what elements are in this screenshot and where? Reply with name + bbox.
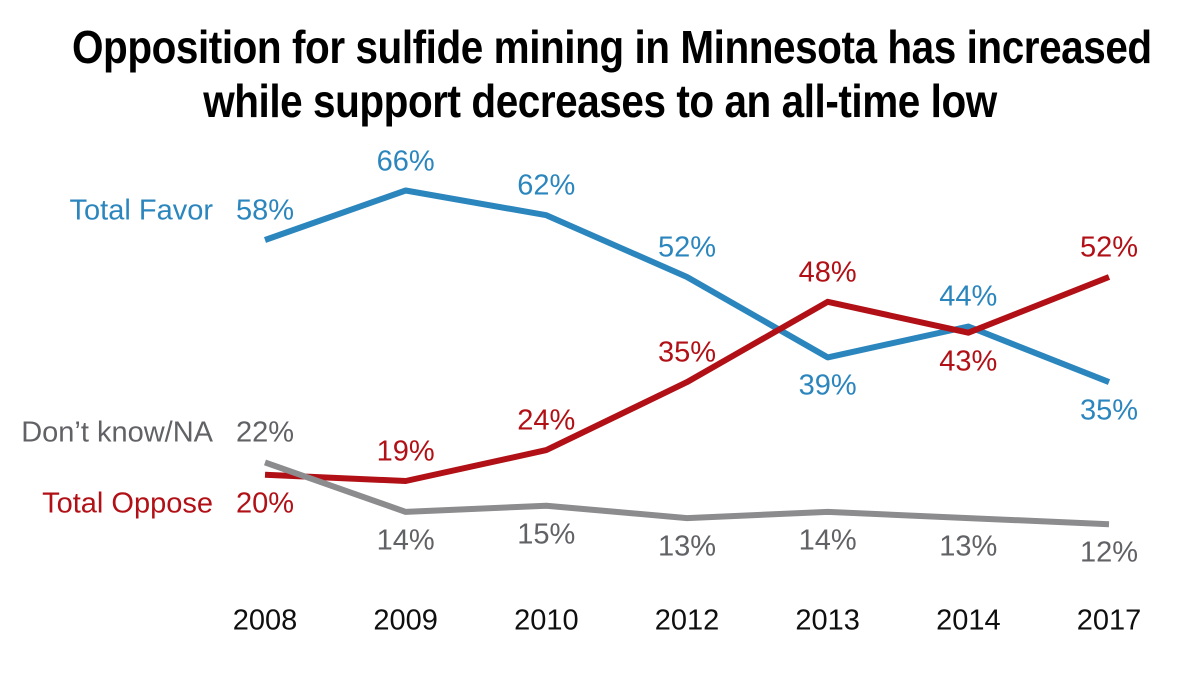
data-label-dontknow-2012: 13% (657, 530, 717, 563)
data-label-favor-2013: 39% (798, 369, 857, 402)
chart-title: Opposition for sulfide mining in Minneso… (72, 20, 1152, 128)
data-label-dontknow-2014: 13% (939, 530, 998, 563)
data-label-favor-2012: 52% (657, 231, 717, 264)
x-axis-label-2014: 2014 (936, 604, 1001, 637)
chart-title-line1: Opposition for sulfide mining in Minneso… (72, 21, 1152, 73)
data-label-oppose-2013: 48% (798, 256, 857, 289)
data-label-oppose-2017: 52% (1079, 231, 1139, 264)
data-label-favor-2014: 44% (939, 280, 998, 313)
data-label-favor-2008: 58% (235, 194, 295, 227)
series-line-favor (264, 187, 1111, 385)
data-label-favor-2010: 62% (517, 169, 576, 202)
chart-title-line2: while support decreases to an all-time l… (203, 75, 997, 127)
series-label-favor: Total Favor (69, 194, 213, 227)
x-axis-label-2013: 2013 (795, 604, 860, 637)
data-label-dontknow-2010: 15% (517, 518, 576, 551)
data-label-dontknow-2008: 22% (235, 416, 295, 449)
x-axis-label-2009: 2009 (373, 604, 438, 637)
data-label-oppose-2009: 19% (376, 435, 435, 468)
data-label-oppose-2014: 43% (939, 345, 998, 378)
series-line-dontknow (264, 459, 1110, 528)
data-label-oppose-2012: 35% (657, 336, 717, 369)
data-label-dontknow-2013: 14% (798, 524, 857, 557)
data-label-favor-2009: 66% (376, 145, 435, 178)
series-label-dontknow: Don’t know/NA (21, 416, 213, 449)
data-label-dontknow-2017: 12% (1079, 536, 1139, 569)
series-label-oppose: Total Oppose (42, 487, 213, 520)
x-axis-label-2017: 2017 (1076, 604, 1142, 637)
x-axis-label-2010: 2010 (514, 604, 579, 637)
data-label-oppose-2010: 24% (517, 404, 576, 437)
x-axis-label-2012: 2012 (654, 604, 720, 637)
data-label-oppose-2008: 20% (235, 487, 295, 520)
x-axis-label-2008: 2008 (232, 604, 298, 637)
series-line-oppose (264, 274, 1111, 484)
data-label-favor-2017: 35% (1079, 394, 1139, 427)
data-label-dontknow-2009: 14% (376, 524, 435, 557)
